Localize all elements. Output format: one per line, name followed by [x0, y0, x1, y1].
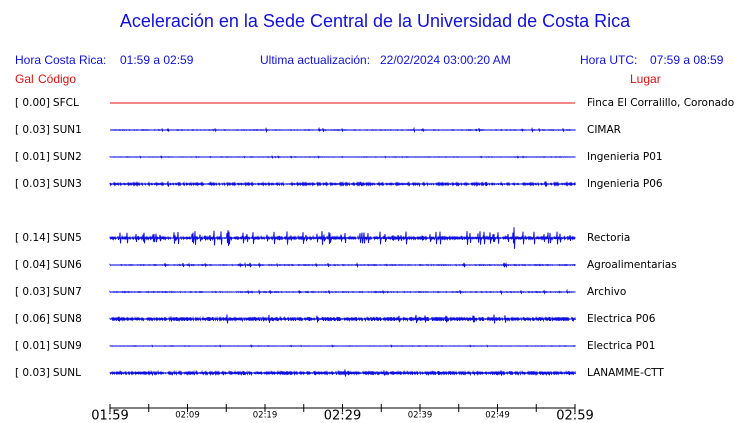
time-label: 02:49	[485, 411, 510, 421]
place: Agroalimentarias	[587, 259, 677, 271]
code: SUN9	[53, 340, 82, 352]
gal-code: [ 0.14] SUN5	[15, 232, 82, 244]
place: Archivo	[587, 286, 626, 298]
gal: [ 0.06]	[15, 313, 50, 325]
code: SFCL	[53, 97, 79, 109]
time-label: 02:29	[324, 409, 361, 423]
gal: [ 0.01]	[15, 340, 50, 352]
place: LANAMME-CTT	[587, 367, 664, 379]
gal-code: [ 0.01] SUN2	[15, 151, 82, 163]
place: Ingenieria P06	[587, 178, 663, 190]
gal: [ 0.00]	[15, 97, 50, 109]
gal-code: [ 0.03] SUN7	[15, 286, 82, 298]
gal: [ 0.14]	[15, 232, 50, 244]
gal-code: [ 0.06] SUN8	[15, 313, 82, 325]
utc-label: Hora UTC:	[580, 53, 637, 67]
code: SUN6	[53, 259, 82, 271]
gal-code: [ 0.03] SUN1	[15, 124, 82, 136]
place: Finca El Corralillo, Coronado	[587, 97, 734, 109]
gal-code: [ 0.03] SUNL	[15, 367, 81, 379]
gal-code: [ 0.01] SUN9	[15, 340, 82, 352]
waveform	[109, 288, 576, 296]
waveform	[109, 369, 576, 377]
gal: [ 0.01]	[15, 151, 50, 163]
time-label: 02:19	[253, 411, 278, 421]
update-label: Ultima actualización:	[260, 53, 370, 67]
waveform	[109, 261, 576, 269]
waveform	[109, 155, 576, 159]
utc-range: 07:59 a 08:59	[650, 53, 724, 67]
gal: [ 0.03]	[15, 367, 50, 379]
waveform	[109, 181, 576, 188]
gal: [ 0.03]	[15, 124, 50, 136]
place: CIMAR	[587, 124, 621, 136]
place: Electrica P01	[587, 340, 655, 352]
title: Aceleración en la Sede Central de la Uni…	[120, 11, 631, 31]
code: SUN7	[53, 286, 82, 298]
time-label: 02:09	[175, 411, 200, 421]
waveform	[110, 126, 576, 134]
local-range: 01:59 a 02:59	[120, 53, 194, 67]
code: SUN3	[53, 178, 82, 190]
update-value: 22/02/2024 03:00:20 AM	[380, 53, 511, 67]
gal: [ 0.04]	[15, 259, 50, 271]
waveform	[109, 227, 576, 249]
code: SUN5	[53, 232, 82, 244]
gal-code: [ 0.04] SUN6	[15, 259, 82, 271]
time-label: 02:59	[556, 409, 593, 423]
code: SUNL	[53, 367, 81, 379]
place: Electrica P06	[587, 313, 656, 325]
code: SUN1	[53, 124, 82, 136]
waveform	[109, 344, 576, 348]
gal: [ 0.03]	[15, 286, 50, 298]
place: Ingenieria P01	[587, 151, 663, 163]
code: SUN8	[53, 313, 82, 325]
place: Rectoria	[587, 232, 630, 244]
code-header: Código	[38, 72, 76, 86]
waveform	[109, 314, 576, 324]
local-label: Hora Costa Rica:	[15, 53, 106, 67]
gal-code: [ 0.00] SFCL	[15, 97, 79, 109]
gal: [ 0.03]	[15, 178, 50, 190]
code: SUN2	[53, 151, 82, 163]
place-header: Lugar	[630, 72, 661, 86]
time-label: 02:39	[408, 411, 433, 421]
gal-header: Gal	[15, 72, 34, 86]
gal-code: [ 0.03] SUN3	[15, 178, 82, 190]
time-label: 01:59	[91, 409, 128, 423]
